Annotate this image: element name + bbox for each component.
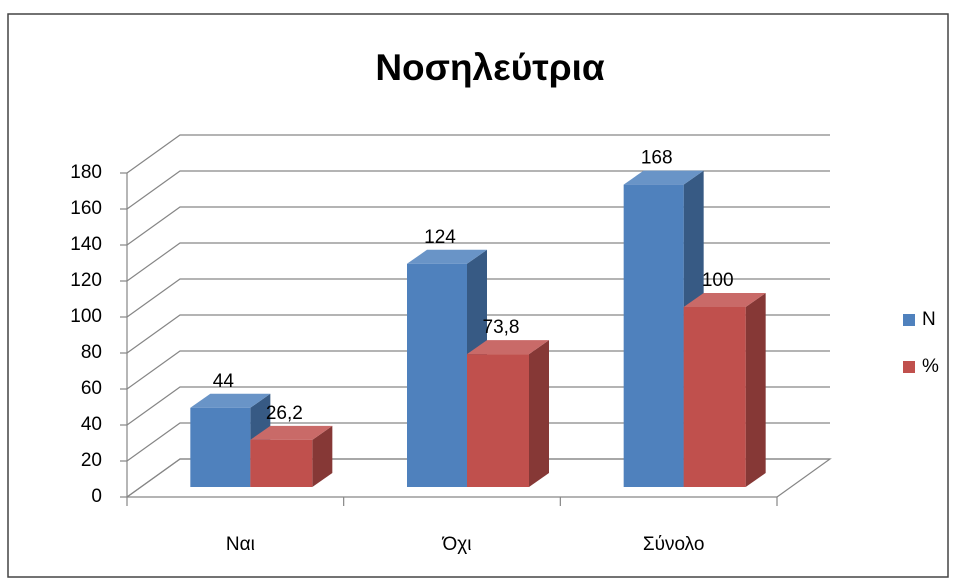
- bar-top: [190, 393, 271, 408]
- legend-label: N: [922, 309, 936, 330]
- x-tick-label: Σύνολο: [643, 534, 705, 555]
- grid-line: [126, 278, 830, 318]
- bar-front: [467, 354, 529, 487]
- bar-side: [529, 340, 549, 487]
- x-tick-label: Όχι: [442, 534, 472, 555]
- legend-swatch: [903, 314, 915, 326]
- y-tick-label: 160: [70, 198, 102, 219]
- data-label: 124: [424, 227, 456, 248]
- x-tick-label: Ναι: [226, 534, 255, 555]
- grid-line: [126, 242, 830, 282]
- bar-top: [467, 340, 549, 355]
- data-label: 168: [641, 148, 673, 169]
- grid-line: [126, 134, 830, 174]
- bar: [467, 340, 549, 487]
- grid-line: [126, 170, 830, 210]
- bar-top: [683, 293, 766, 307]
- bar-side: [312, 425, 333, 487]
- grid-line: [126, 386, 830, 426]
- bar-front: [683, 307, 746, 487]
- legend-label: %: [922, 356, 939, 377]
- bar: [683, 293, 766, 487]
- bar-top: [407, 249, 487, 264]
- y-tick-label: 0: [91, 486, 102, 507]
- bar: [250, 425, 333, 487]
- grid-line: [126, 350, 830, 390]
- bar-front: [623, 184, 684, 487]
- y-tick-label: 60: [81, 378, 102, 399]
- bar-side: [745, 293, 766, 487]
- data-label: 100: [702, 270, 734, 291]
- data-label: 44: [213, 371, 235, 392]
- y-tick-label: 80: [81, 342, 102, 363]
- bar-front: [250, 439, 313, 487]
- y-tick-label: 180: [70, 162, 102, 183]
- data-label: 26,2: [266, 403, 303, 424]
- bar-top: [623, 170, 704, 185]
- bar-top: [250, 425, 333, 440]
- y-tick-label: 100: [70, 306, 102, 327]
- grid-line: [126, 458, 830, 498]
- grid-line: [126, 206, 830, 246]
- data-label: 73,8: [483, 317, 520, 338]
- y-tick-label: 120: [70, 270, 102, 291]
- chart-title: Νοσηλεύτρια: [375, 47, 605, 88]
- y-tick-label: 40: [81, 414, 102, 435]
- bar-front: [407, 263, 467, 487]
- legend-swatch: [903, 361, 915, 373]
- bar-front: [190, 407, 251, 487]
- y-tick-label: 20: [81, 450, 102, 471]
- y-tick-label: 140: [70, 234, 102, 255]
- grid-line: [126, 314, 830, 354]
- grid-line: [126, 422, 830, 462]
